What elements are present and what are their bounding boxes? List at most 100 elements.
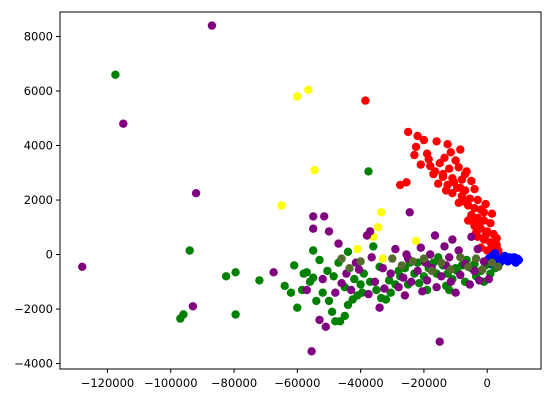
data-point [456,183,465,192]
data-point [446,277,455,286]
data-point [445,253,454,262]
data-point [290,261,299,270]
data-point [486,219,495,228]
y-tick-label: 4000 [24,139,53,153]
data-point [318,288,327,297]
data-point [231,310,240,319]
data-point [479,208,489,217]
data-point [460,169,470,179]
data-point [370,277,380,286]
data-point [369,242,378,251]
data-point [337,254,346,263]
data-point [119,119,128,128]
data-point [411,142,421,152]
data-point [309,246,318,255]
points-layer [78,21,523,356]
data-point [78,262,87,271]
data-point [345,264,354,273]
data-point [426,161,435,171]
data-point [441,186,451,195]
data-point [315,315,324,325]
data-point [343,247,353,256]
data-point [358,288,367,297]
data-point [478,265,487,274]
data-point [346,285,356,295]
y-tick-label: 6000 [24,84,53,98]
data-point [492,234,501,243]
data-point [191,189,201,198]
y-tick-label: −2000 [14,302,53,316]
y-tick-label: 8000 [24,30,53,44]
data-point [415,279,424,288]
data-point [438,169,448,179]
data-point [280,281,289,291]
x-axis: −120000 −100000 −80000 −60000 −40000 −20000 0 [81,369,491,390]
data-point [465,280,474,289]
data-point [427,266,436,276]
data-point [396,180,405,190]
data-point [334,239,343,248]
data-point [380,284,389,293]
data-point [416,160,425,169]
data-point [361,96,370,105]
data-point [329,272,338,281]
data-point [467,176,476,186]
data-point [221,272,231,281]
data-point [470,266,479,276]
data-point [277,201,286,210]
data-point [451,288,460,297]
data-point [364,167,373,176]
data-point [456,145,465,154]
data-point [309,212,318,221]
data-point [456,253,465,262]
data-point [479,257,489,266]
data-point [286,288,296,297]
y-tick-label: 0 [46,248,53,262]
data-point [364,289,373,299]
data-point [318,274,327,284]
data-point [320,212,329,221]
data-point [324,227,334,236]
data-point [372,285,381,295]
data-point [419,254,429,263]
data-point [481,231,490,240]
data-point [176,314,185,323]
data-point [426,250,435,259]
data-point [475,276,484,285]
x-tick-label: −20000 [401,376,447,390]
data-point [391,244,400,254]
data-point [293,92,302,101]
x-tick-label: −40000 [338,376,384,390]
data-point [378,264,387,273]
data-point [207,21,217,30]
data-point [407,277,416,286]
data-point [378,254,387,263]
data-point [343,300,353,310]
data-point [411,236,421,246]
data-point [353,244,362,254]
data-point [424,155,433,164]
data-point [430,231,440,240]
data-point [324,296,334,306]
data-point [432,137,441,146]
data-point [473,195,482,205]
data-point [312,296,321,306]
data-point [448,235,457,244]
data-point [394,283,403,292]
data-point [440,242,449,251]
data-point [434,179,443,188]
x-tick-label: −60000 [274,376,320,390]
x-tick-label: −100000 [144,376,198,390]
x-tick-label: −80000 [211,376,257,390]
data-point [464,262,473,271]
data-point [403,127,413,137]
data-point [459,197,468,206]
data-point [456,270,465,280]
data-point [350,274,359,284]
data-point [467,232,476,241]
data-point [475,219,484,228]
data-point [494,262,503,271]
data-point [405,208,414,217]
data-point [454,246,463,255]
x-tick-label: −120000 [81,376,135,390]
